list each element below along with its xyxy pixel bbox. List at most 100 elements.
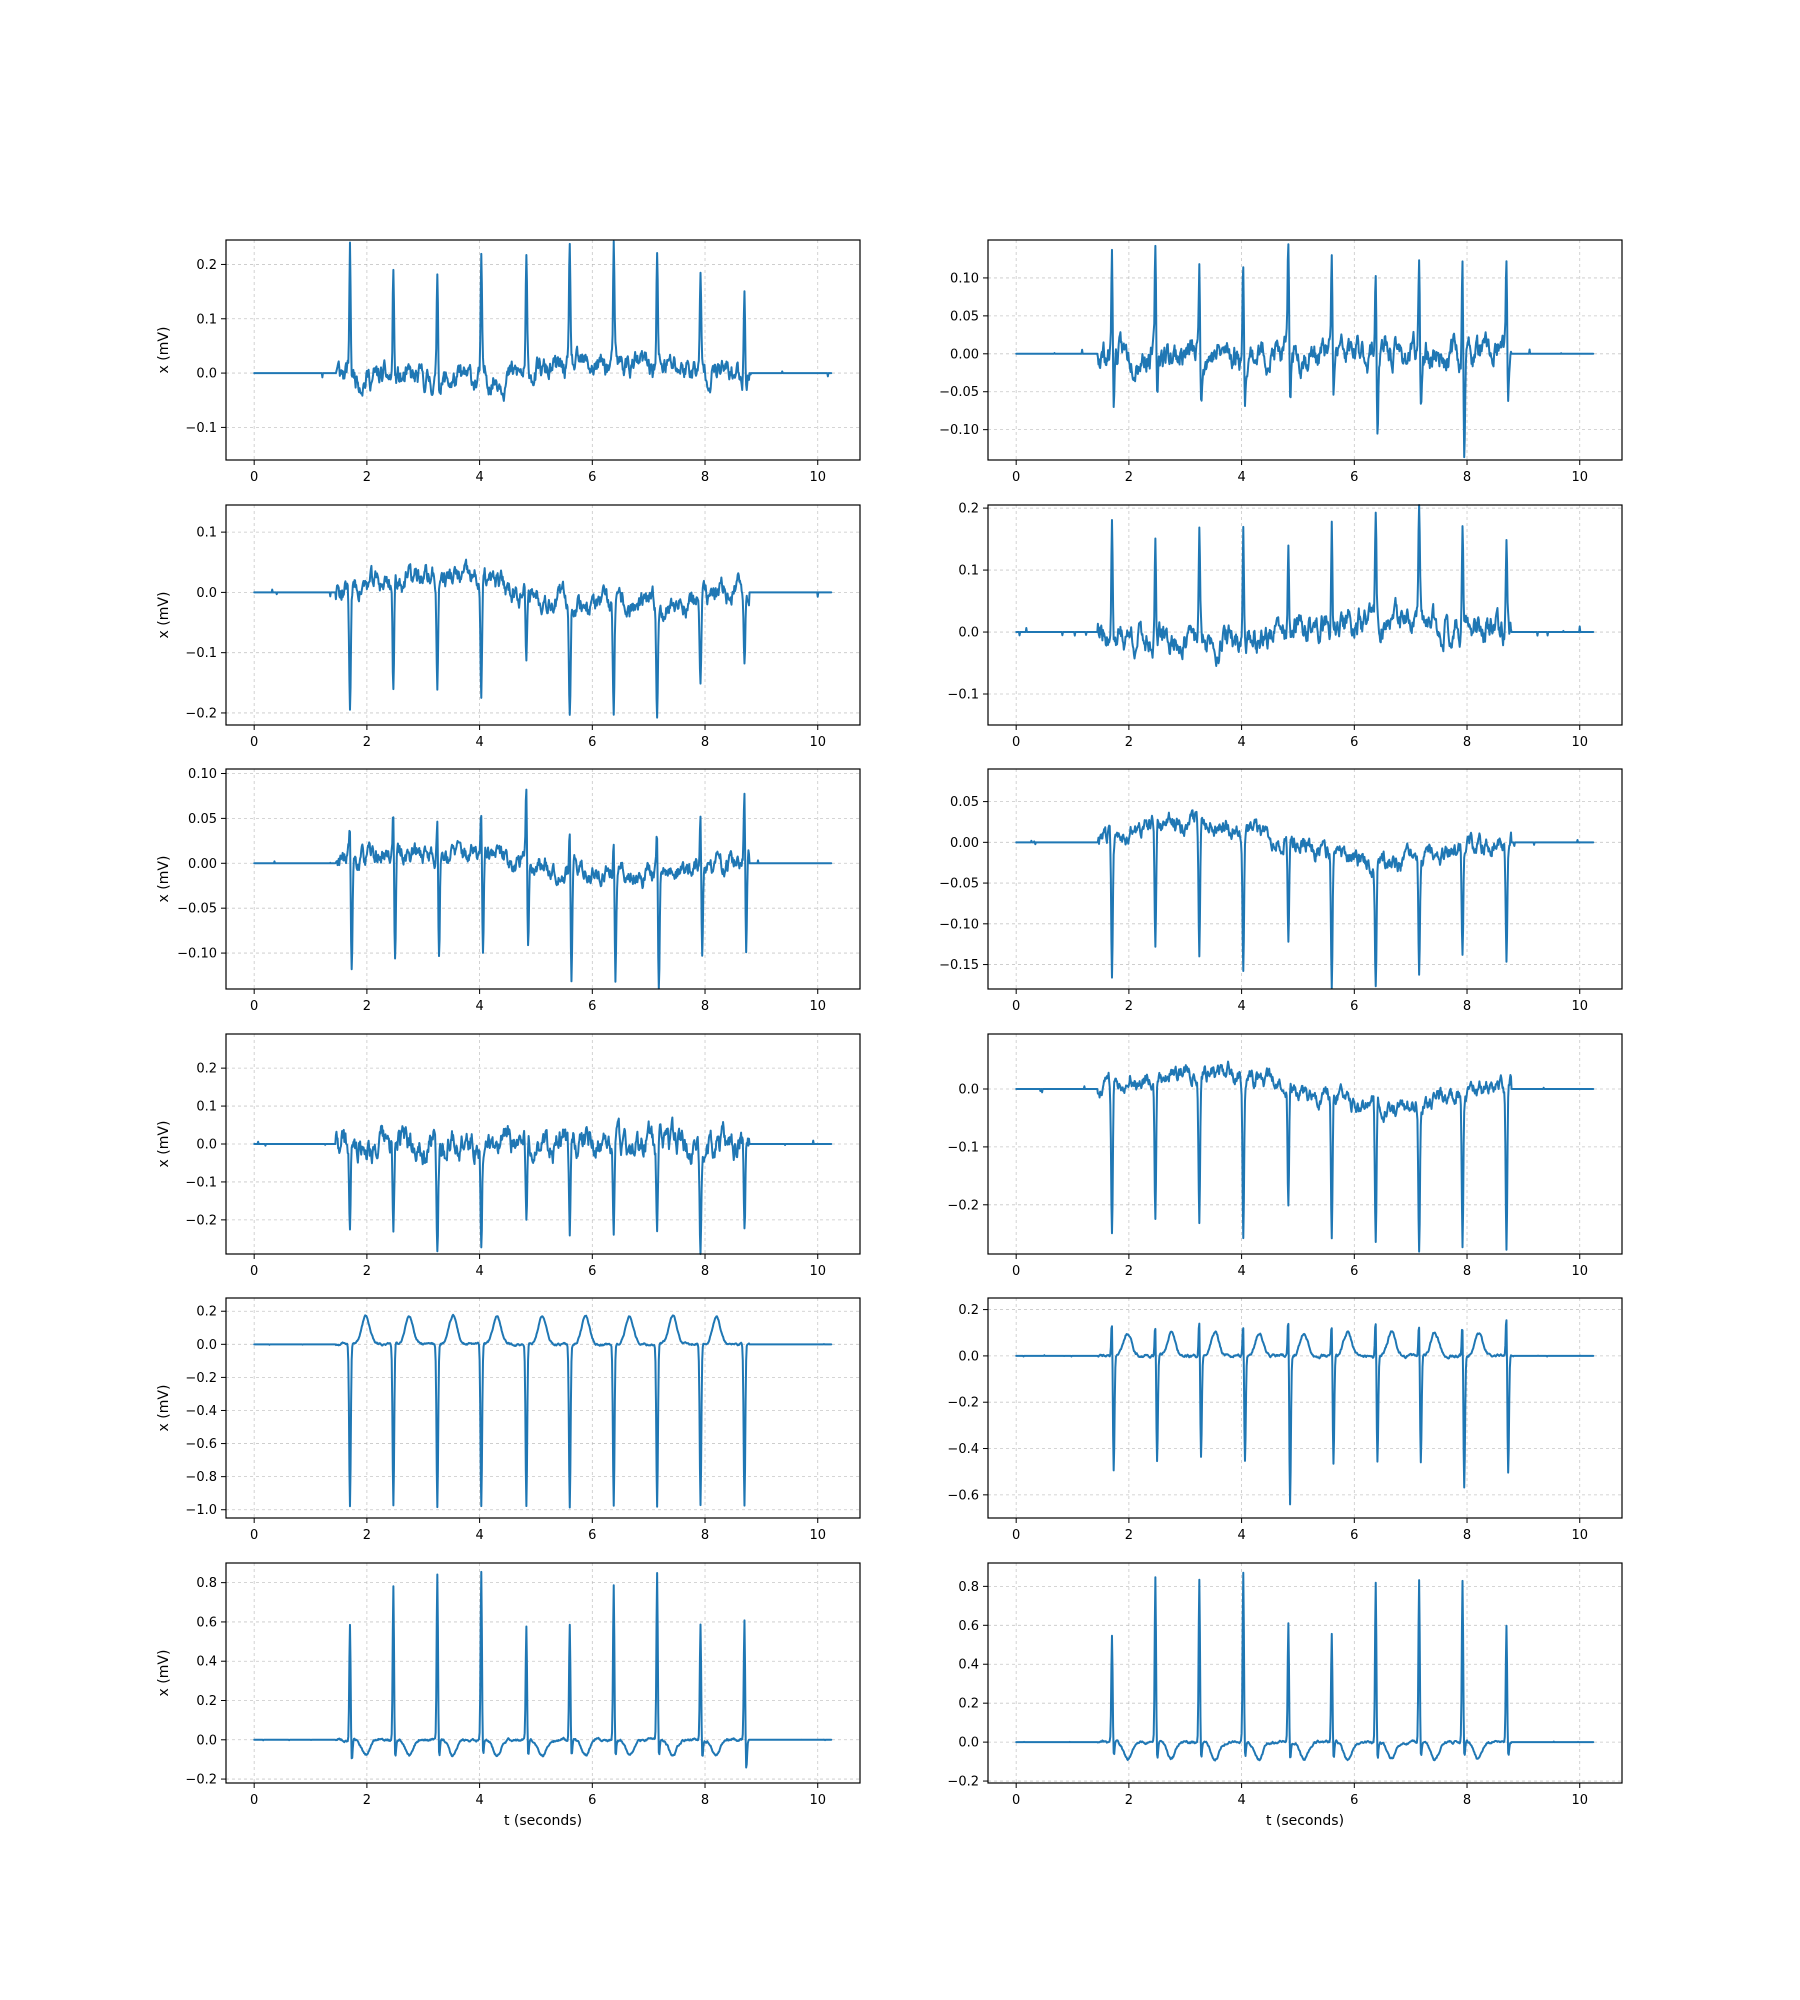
y-axis-label: x (mV) bbox=[156, 1650, 172, 1697]
chart-panel-r4c2: 0 2 4 6 8 10 −0.2 −0.1 0.0 bbox=[947, 1033, 1623, 1279]
y-tick-label: 0.2 bbox=[196, 1305, 217, 1320]
x-tick-label: 4 bbox=[475, 1264, 483, 1279]
y-tick-label: 0.2 bbox=[196, 258, 217, 273]
x-tick-label: 2 bbox=[363, 999, 371, 1014]
ecg-series-line bbox=[253, 240, 833, 402]
x-tick-label: 10 bbox=[809, 999, 826, 1014]
y-tick-label: −0.4 bbox=[185, 1404, 217, 1419]
x-tick-label: 8 bbox=[701, 735, 709, 750]
ecg-series-line bbox=[1015, 1319, 1595, 1506]
y-tick-label: 0.05 bbox=[950, 309, 979, 324]
axes-frame bbox=[225, 239, 861, 461]
x-tick-label: 4 bbox=[1237, 1793, 1245, 1808]
y-tick-label: 0.0 bbox=[196, 1733, 217, 1748]
x-tick-label: 6 bbox=[588, 999, 596, 1014]
x-tick-label: 10 bbox=[1571, 470, 1588, 485]
ecg-series-line bbox=[1015, 1060, 1595, 1253]
x-tick-label: 6 bbox=[1350, 1264, 1358, 1279]
y-tick-label: 0.1 bbox=[196, 312, 217, 327]
x-tick-label: 8 bbox=[1463, 735, 1471, 750]
ecg-series-line bbox=[253, 788, 833, 990]
y-tick-label: −1.0 bbox=[185, 1503, 217, 1518]
y-tick-label: 0.0 bbox=[958, 626, 979, 641]
axes-frame bbox=[225, 504, 861, 726]
y-tick-label: −0.1 bbox=[185, 1175, 217, 1190]
axes-frame bbox=[225, 768, 861, 990]
x-tick-label: 6 bbox=[1350, 1793, 1358, 1808]
y-axis-label: x (mV) bbox=[156, 327, 172, 374]
y-tick-label: −0.2 bbox=[185, 706, 217, 721]
x-tick-label: 0 bbox=[250, 470, 258, 485]
x-tick-label: 8 bbox=[701, 1793, 709, 1808]
x-tick-label: 2 bbox=[363, 735, 371, 750]
chart-panel-r3c2: 0 2 4 6 8 10 −0.15 −0.10 −0.05 0.00 0.05 bbox=[939, 768, 1623, 1014]
y-tick-label: −0.15 bbox=[939, 958, 979, 973]
y-tick-label: −0.10 bbox=[177, 947, 217, 962]
x-tick-label: 2 bbox=[1125, 470, 1133, 485]
x-tick-label: 6 bbox=[588, 735, 596, 750]
ecg-series-line bbox=[253, 1313, 833, 1509]
y-tick-label: −0.05 bbox=[939, 877, 979, 892]
x-tick-label: 10 bbox=[809, 1528, 826, 1543]
x-tick-label: 0 bbox=[250, 1793, 258, 1808]
ecg-series-line bbox=[1015, 809, 1595, 990]
y-tick-label: −0.1 bbox=[185, 421, 217, 436]
y-tick-label: −0.2 bbox=[947, 1198, 979, 1213]
chart-panel-r6c1: 0 2 4 6 8 10 −0.2 0.0 0.2 0.4 0.6 0.8 x (mV) t (secon… bbox=[156, 1562, 861, 1829]
y-tick-label: −0.2 bbox=[947, 1775, 979, 1790]
x-tick-label: 4 bbox=[475, 999, 483, 1014]
x-tick-label: 10 bbox=[809, 1793, 826, 1808]
x-tick-label: 8 bbox=[1463, 1264, 1471, 1279]
chart-panel-r1c2: 0 2 4 6 8 10 −0.10 −0.05 0.00 0.05 0.10 bbox=[939, 239, 1623, 485]
y-tick-label: −0.2 bbox=[185, 1773, 217, 1788]
y-tick-label: 0.05 bbox=[188, 812, 217, 827]
chart-panel-r5c2: 0 2 4 6 8 10 −0.6 −0.4 −0.2 0.0 0.2 bbox=[947, 1297, 1623, 1543]
x-tick-label: 2 bbox=[1125, 735, 1133, 750]
y-tick-label: 0.00 bbox=[950, 836, 979, 851]
x-tick-label: 8 bbox=[1463, 999, 1471, 1014]
y-tick-label: 0.2 bbox=[958, 502, 979, 517]
x-tick-label: 8 bbox=[701, 999, 709, 1014]
y-tick-label: −0.05 bbox=[939, 385, 979, 400]
y-tick-label: 0.6 bbox=[958, 1619, 979, 1634]
x-axis-label: t (seconds) bbox=[1266, 1813, 1344, 1829]
x-tick-label: 4 bbox=[1237, 999, 1245, 1014]
y-tick-label: −0.1 bbox=[947, 1140, 979, 1155]
x-tick-label: 6 bbox=[1350, 1528, 1358, 1543]
x-tick-label: 6 bbox=[1350, 735, 1358, 750]
x-tick-label: 4 bbox=[475, 1793, 483, 1808]
y-tick-label: −0.2 bbox=[947, 1396, 979, 1411]
ecg-series-line bbox=[1015, 1571, 1595, 1762]
y-axis-label: x (mV) bbox=[156, 856, 172, 903]
y-tick-label: −0.1 bbox=[947, 688, 979, 703]
y-tick-label: 0.1 bbox=[958, 564, 979, 579]
axes-frame bbox=[987, 1033, 1623, 1255]
y-tick-label: 0.4 bbox=[196, 1655, 217, 1670]
y-tick-label: 0.0 bbox=[196, 586, 217, 601]
axes-frame bbox=[987, 1297, 1623, 1519]
ecg-series-line bbox=[1015, 243, 1595, 459]
x-tick-label: 0 bbox=[1012, 1264, 1020, 1279]
axes-frame bbox=[987, 768, 1623, 990]
ecg-series-line bbox=[1015, 504, 1595, 668]
x-tick-label: 10 bbox=[1571, 735, 1588, 750]
y-tick-label: −0.2 bbox=[185, 1371, 217, 1386]
y-tick-label: −0.1 bbox=[185, 646, 217, 661]
y-tick-label: 0.10 bbox=[950, 271, 979, 286]
y-axis-label: x (mV) bbox=[156, 1121, 172, 1168]
y-tick-label: 0.2 bbox=[958, 1303, 979, 1318]
y-tick-label: 0.0 bbox=[196, 1338, 217, 1353]
x-tick-label: 2 bbox=[363, 1528, 371, 1543]
y-tick-label: 0.10 bbox=[188, 767, 217, 782]
x-tick-label: 0 bbox=[1012, 470, 1020, 485]
y-tick-label: 0.2 bbox=[958, 1697, 979, 1712]
x-tick-label: 0 bbox=[250, 735, 258, 750]
chart-panel-r2c1: 0 2 4 6 8 10 −0.2 −0.1 0.0 0.1 x (mV) bbox=[156, 504, 861, 750]
y-tick-label: 0.8 bbox=[958, 1580, 979, 1595]
x-tick-label: 4 bbox=[1237, 1264, 1245, 1279]
axes-frame bbox=[225, 1562, 861, 1784]
x-tick-label: 2 bbox=[363, 470, 371, 485]
x-tick-label: 8 bbox=[701, 1264, 709, 1279]
axes-frame bbox=[987, 1562, 1623, 1784]
y-tick-label: −0.6 bbox=[947, 1488, 979, 1503]
